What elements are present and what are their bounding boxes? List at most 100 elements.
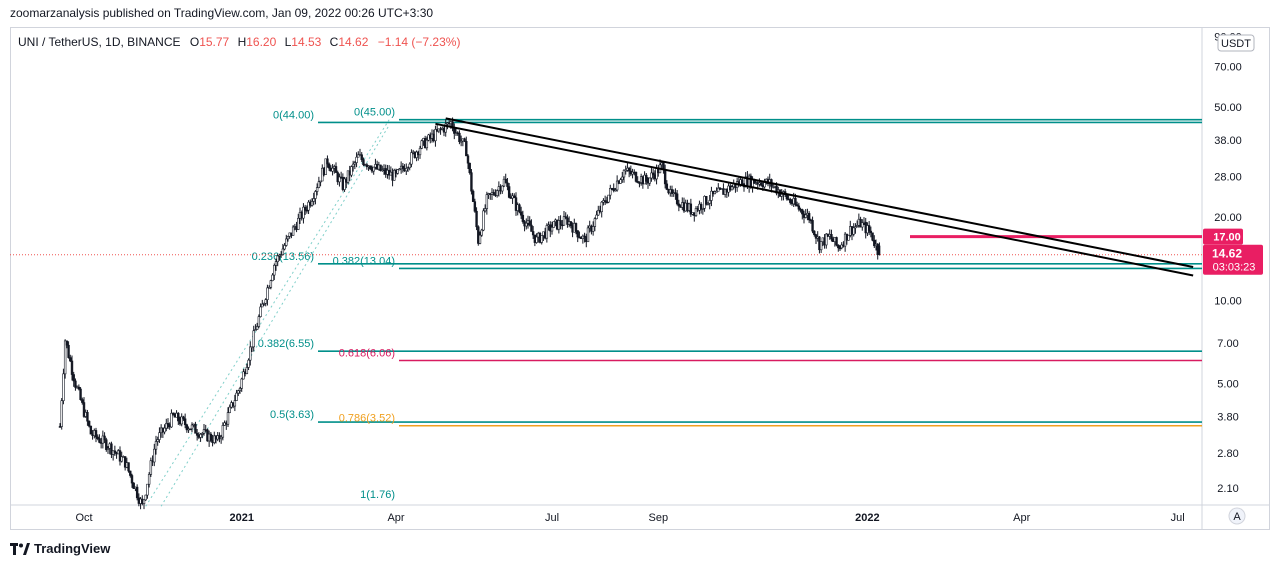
candle-body (130, 475, 134, 484)
candle-body (228, 406, 231, 413)
candle-body (202, 429, 206, 434)
x-tick-label: Oct (75, 512, 92, 524)
bar-countdown-label: 03:03:23 (1213, 262, 1256, 274)
y-tick-label: 20.00 (1214, 212, 1242, 224)
x-tick-label: 2021 (229, 512, 253, 524)
candle-body (195, 432, 199, 436)
candle-body (238, 388, 242, 392)
candle-body (405, 167, 408, 172)
candle-body (425, 139, 429, 149)
candle-body (713, 191, 717, 195)
candle-body (257, 316, 261, 327)
auto-scale-button[interactable]: A (1228, 507, 1246, 525)
candle-body (694, 208, 698, 216)
price-axis[interactable]: 90.0070.0050.0038.0028.0020.0010.007.005… (1214, 31, 1242, 494)
candle-body (113, 450, 117, 453)
candle-body (158, 432, 161, 440)
candle-body (811, 220, 814, 232)
candle-body (483, 208, 487, 212)
candle-body (315, 187, 319, 192)
candle-body (266, 287, 269, 300)
candle-body (552, 221, 555, 228)
resistance-price-tag (1203, 228, 1243, 245)
candle-body (480, 229, 483, 236)
candle-body (677, 203, 681, 207)
candle-body (420, 140, 423, 149)
fib-levels-layer: 0(44.00) 0(45.00) 0.236(13.56) 0.382(13.04)… (10, 107, 1202, 507)
fib-0382-1304-label: 0.382(13.04) (333, 255, 395, 267)
candle-body (338, 176, 341, 183)
candle-body (194, 423, 197, 434)
candle-body (82, 402, 86, 417)
candle-body (269, 280, 273, 288)
candle-body (87, 420, 91, 427)
candle-body (794, 198, 797, 205)
candle-body (763, 182, 766, 188)
candle-body (312, 198, 315, 202)
candle-body (621, 176, 624, 180)
candle-body (434, 129, 437, 142)
candle-body (710, 190, 713, 201)
candle-body (867, 225, 871, 232)
candle-body (789, 198, 792, 203)
candle-body (177, 412, 180, 422)
candle-body (701, 207, 705, 210)
candle-body (237, 390, 240, 394)
trendline[interactable] (445, 117, 1194, 268)
candle-body (595, 214, 598, 220)
candle-body (795, 204, 799, 207)
candle-body (74, 380, 77, 388)
candle-body (861, 222, 864, 228)
candle-body (58, 426, 62, 428)
candle-body (612, 188, 615, 191)
candle-body (346, 170, 350, 183)
fib-0236-1356-label: 0.236(13.56) (252, 251, 314, 263)
time-axis[interactable]: Oct 2021 Apr Jul Sep 2022 Apr Jul (75, 512, 1184, 524)
x-tick-label: 2022 (855, 512, 879, 524)
candle-body (327, 163, 331, 169)
candle-body (303, 206, 307, 211)
candle-body (123, 456, 127, 468)
candle-body (259, 306, 262, 317)
candle-body (89, 425, 93, 435)
candle-body (627, 167, 631, 172)
candle-body (283, 245, 286, 250)
currency-button[interactable]: USDT (1217, 34, 1255, 52)
candle-body (235, 392, 238, 401)
candle-body (201, 433, 204, 435)
legend-high-value: 16.20 (246, 35, 276, 49)
candle-body (245, 367, 249, 374)
legend-low-value: 14.53 (291, 35, 321, 49)
candle-body (607, 194, 610, 203)
candle-body (530, 224, 533, 232)
candle-body (249, 346, 252, 361)
candles-layer (58, 117, 881, 510)
candle-body (492, 192, 495, 195)
candle-body (614, 189, 617, 192)
candle-body (319, 180, 322, 183)
candle-body (279, 254, 283, 256)
candle-body (564, 216, 567, 219)
candle-body (129, 470, 132, 476)
candle-body (634, 171, 638, 182)
candle-body (648, 177, 651, 184)
fib-0618-606-label: 0.618(6.06) (339, 348, 395, 360)
trendline[interactable] (435, 122, 1194, 277)
candle-body (170, 412, 173, 428)
candle-body (286, 236, 290, 240)
candle-body (135, 486, 139, 499)
candle-body (569, 221, 573, 227)
candle-body (470, 172, 473, 192)
legend-close-label: C (330, 35, 339, 49)
candle-body (250, 346, 254, 349)
candle-body (262, 303, 266, 305)
candle-body (605, 201, 609, 204)
candle-body (566, 217, 569, 225)
candle-body (459, 140, 463, 143)
candle-body (355, 156, 358, 163)
fib-0382-655-label: 0.382(6.55) (258, 338, 314, 350)
candle-body (418, 147, 422, 156)
candle-body (185, 424, 189, 431)
candle-body (804, 214, 807, 218)
